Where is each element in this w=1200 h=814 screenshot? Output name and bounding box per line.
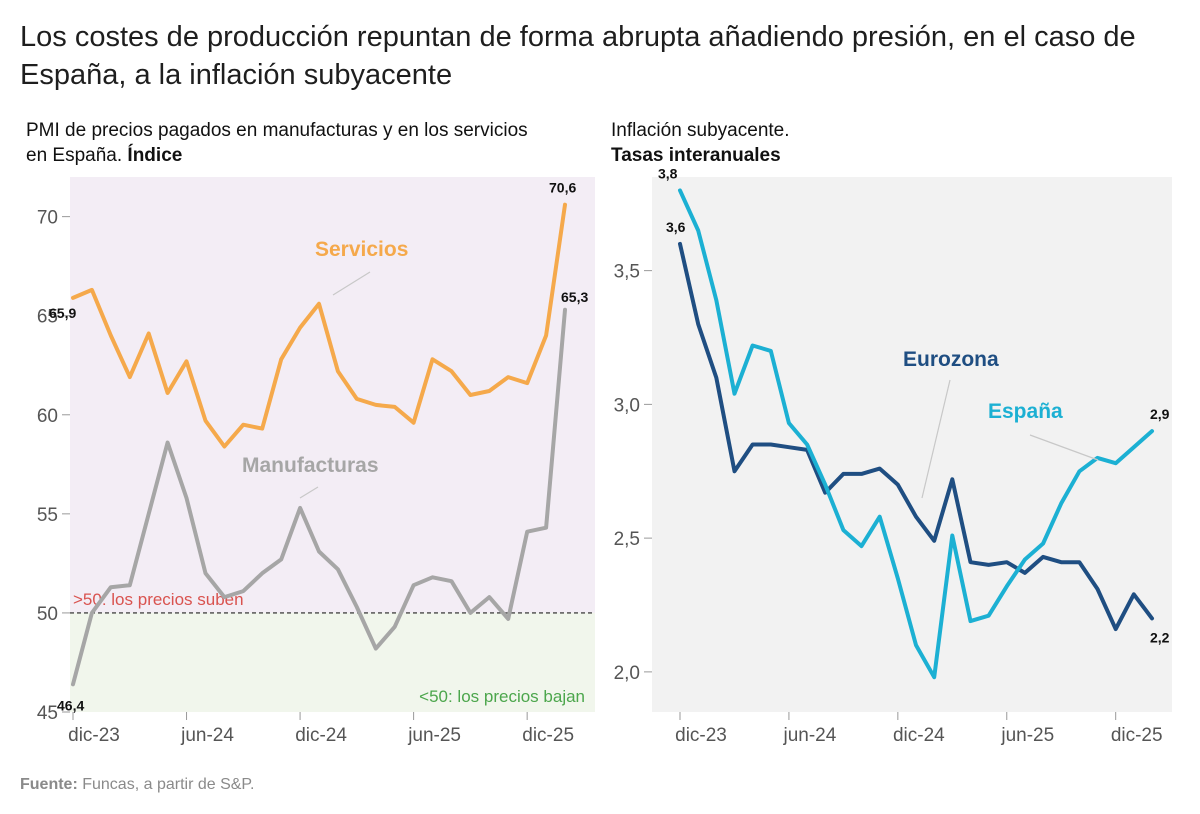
servicios-value-label: 65,9: [49, 305, 76, 321]
core-y-tick-label: 2,5: [614, 529, 640, 550]
servicios-value-label: 70,6: [549, 180, 576, 196]
core-x-tick-label: dic-23: [675, 725, 727, 746]
source-text: Funcas, a partir de S&P.: [82, 776, 255, 793]
espana-series-label: España: [988, 400, 1063, 423]
eurozona-leader-line: [921, 379, 951, 499]
pmi-x-tick-label: dic-24: [295, 725, 347, 746]
pmi-y-tick-label: 50: [37, 604, 58, 625]
right-chart-title-text: Inflación subyacente.: [611, 120, 790, 141]
manufacturas-series-label: Manufacturas: [242, 454, 379, 477]
pmi-y-tick-label: 70: [37, 208, 58, 229]
source-note: Fuente: Funcas, a partir de S&P.: [20, 776, 254, 794]
core-y-tick-label: 3,0: [614, 395, 640, 416]
pmi-x-tick-label: dic-25: [522, 725, 574, 746]
servicios-series-label: Servicios: [315, 238, 408, 261]
chart-headline: Los costes de producción repuntan de for…: [20, 21, 1136, 91]
eurozona-line: [678, 241, 1154, 632]
source-label: Fuente:: [20, 776, 78, 793]
pmi-x-tick-label: jun-24: [180, 725, 234, 746]
espana-line: [678, 188, 1154, 680]
pmi-y-tick-label: 45: [37, 703, 58, 724]
core-y-tick-label: 2,0: [614, 663, 640, 684]
core-y-tick-label: 3,5: [614, 262, 640, 283]
pmi-y-tick-label: 65: [37, 307, 58, 328]
espana-value-label: 3,8: [658, 165, 678, 181]
prices-rise-label: >50: los precios suben: [73, 590, 244, 609]
core-x-tick-label: jun-25: [1000, 725, 1054, 746]
core-x-tick-label: jun-24: [783, 725, 837, 746]
servicios-leader-line: [332, 271, 371, 296]
manufacturas-value-label: 65,3: [561, 289, 588, 305]
servicios-line: [71, 202, 567, 449]
espana-value-label: 2,9: [1150, 406, 1170, 422]
eurozona-value-label: 3,6: [666, 219, 686, 235]
manufacturas-line: [71, 307, 567, 687]
prices-fall-label: <50: los precios bajan: [419, 687, 585, 706]
pmi-y-tick-label: 55: [37, 505, 58, 526]
core-x-tick-label: dic-24: [893, 725, 945, 746]
eurozona-value-label: 2,2: [1150, 629, 1170, 645]
right-chart-title-unit: Tasas interanuales: [611, 145, 781, 166]
left-chart-title-unit: Índice: [127, 145, 183, 166]
espana-leader-line: [1029, 434, 1099, 461]
manufacturas-leader-line: [299, 486, 319, 499]
manufacturas-value-label: 46,4: [57, 697, 84, 713]
pmi-above-band: [70, 177, 595, 613]
pmi-x-tick-label: dic-23: [68, 725, 120, 746]
core-x-tick-label: dic-25: [1111, 725, 1163, 746]
eurozona-series-label: Eurozona: [903, 348, 999, 371]
pmi-x-tick-label: jun-25: [407, 725, 461, 746]
left-chart-title: PMI de precios pagados en manufacturas y…: [26, 118, 546, 168]
pmi-y-tick-label: 60: [37, 406, 58, 427]
right-chart-title: Inflación subyacente. Tasas interanuales: [611, 118, 1131, 168]
pmi-below-band: [70, 612, 595, 712]
left-chart-title-text: PMI de precios pagados en manufacturas y…: [26, 120, 528, 166]
